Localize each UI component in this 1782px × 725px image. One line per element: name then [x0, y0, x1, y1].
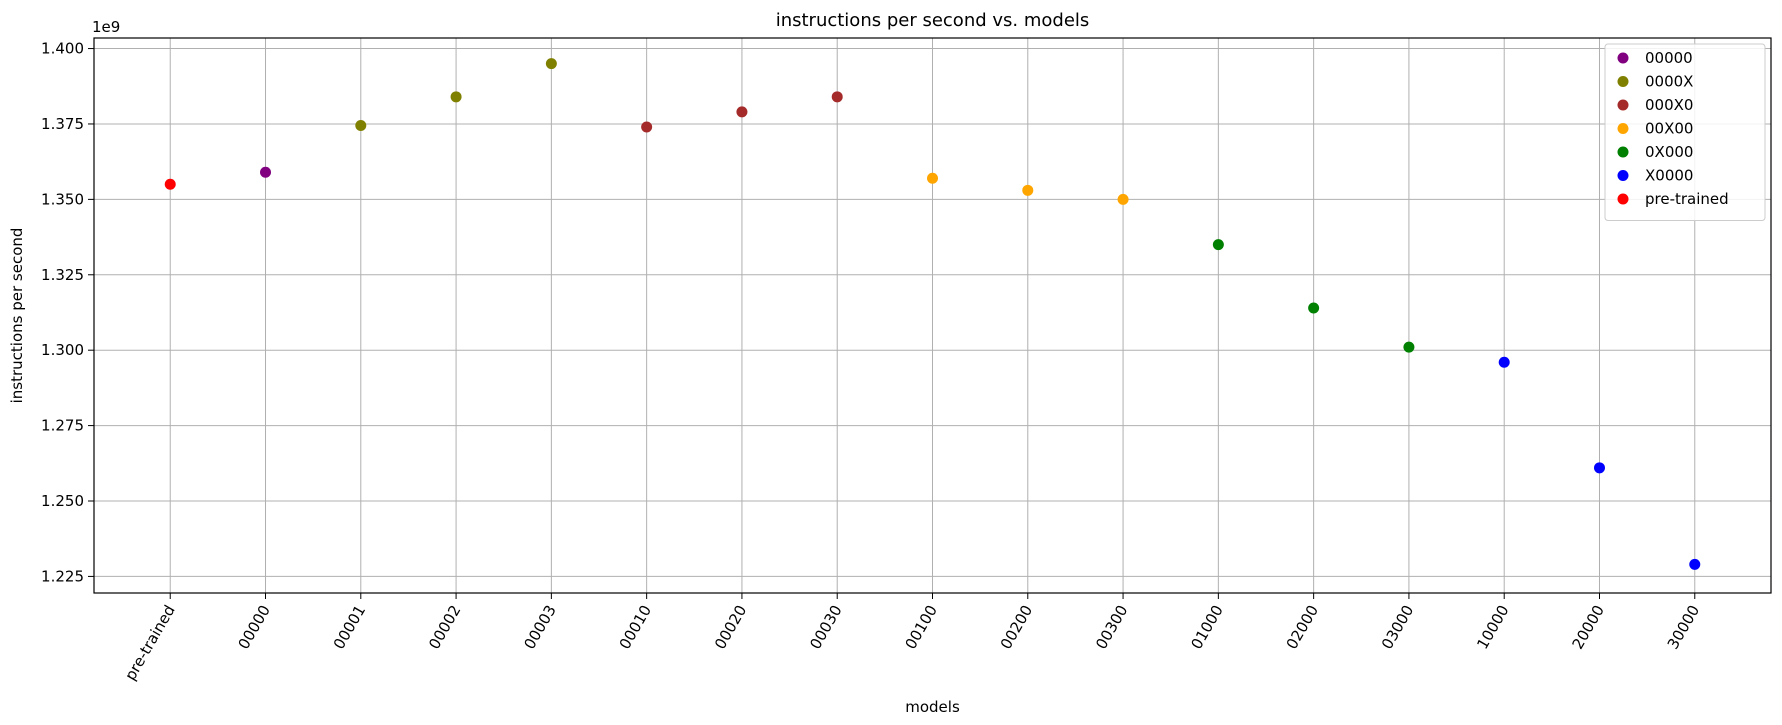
- data-point: [927, 172, 938, 184]
- data-point: [450, 91, 462, 103]
- data-point: [1117, 193, 1129, 205]
- data-point: [260, 166, 272, 178]
- y-axis-label: instructions per second: [8, 228, 26, 404]
- data-point: [1308, 302, 1320, 314]
- legend-marker: [1617, 170, 1629, 181]
- y-tick-label: 1.325: [41, 266, 84, 284]
- y-tick-label: 1.275: [41, 417, 84, 435]
- data-point: [1593, 462, 1605, 474]
- data-points: [164, 58, 1701, 570]
- legend-marker: [1617, 76, 1629, 87]
- data-point: [641, 121, 653, 133]
- chart-title: instructions per second vs. models: [776, 10, 1090, 31]
- data-point: [831, 91, 843, 103]
- legend: 00000 0000X 000X0 00X00 0X000 X0000 pre-traine…: [1604, 43, 1766, 221]
- data-point: [1022, 184, 1034, 196]
- legend-label: pre-trained: [1645, 190, 1729, 208]
- legend-marker: [1617, 99, 1629, 111]
- data-point: [545, 58, 557, 70]
- y-tick-label: 1.375: [41, 115, 84, 133]
- y-tick-label: 1.350: [41, 190, 84, 208]
- grid: [94, 38, 1771, 593]
- x-axis-label: models: [905, 698, 960, 716]
- legend-label: 00000: [1645, 49, 1693, 67]
- legend-label: X0000: [1645, 167, 1693, 185]
- legend-box: [1604, 43, 1766, 221]
- data-point: [1498, 356, 1510, 368]
- y-tick-label: 1.250: [41, 492, 84, 510]
- legend-label: 00X00: [1645, 120, 1693, 138]
- y-offset-label: 1e9: [92, 18, 120, 36]
- y-tick-label: 1.300: [41, 341, 84, 359]
- legend-marker: [1617, 146, 1629, 158]
- legend-marker: [1617, 52, 1629, 64]
- legend-label: 0X000: [1645, 143, 1693, 161]
- data-point: [164, 178, 176, 190]
- data-point: [1689, 558, 1701, 570]
- legend-label: 0000X: [1645, 73, 1693, 91]
- plot-frame: [93, 37, 1772, 594]
- y-axis-ticks: 1.225 1.250 1.275 1.300 1.325 1.350 1.375 1.400: [41, 40, 94, 585]
- data-point: [1212, 239, 1224, 251]
- data-point: [355, 119, 367, 131]
- legend-marker: [1617, 123, 1629, 134]
- legend-marker: [1617, 193, 1629, 205]
- data-point: [1403, 341, 1415, 353]
- y-tick-label: 1.225: [41, 567, 84, 585]
- y-tick-label: 1.400: [41, 40, 84, 58]
- legend-label: 000X0: [1645, 96, 1693, 114]
- data-point: [736, 106, 748, 118]
